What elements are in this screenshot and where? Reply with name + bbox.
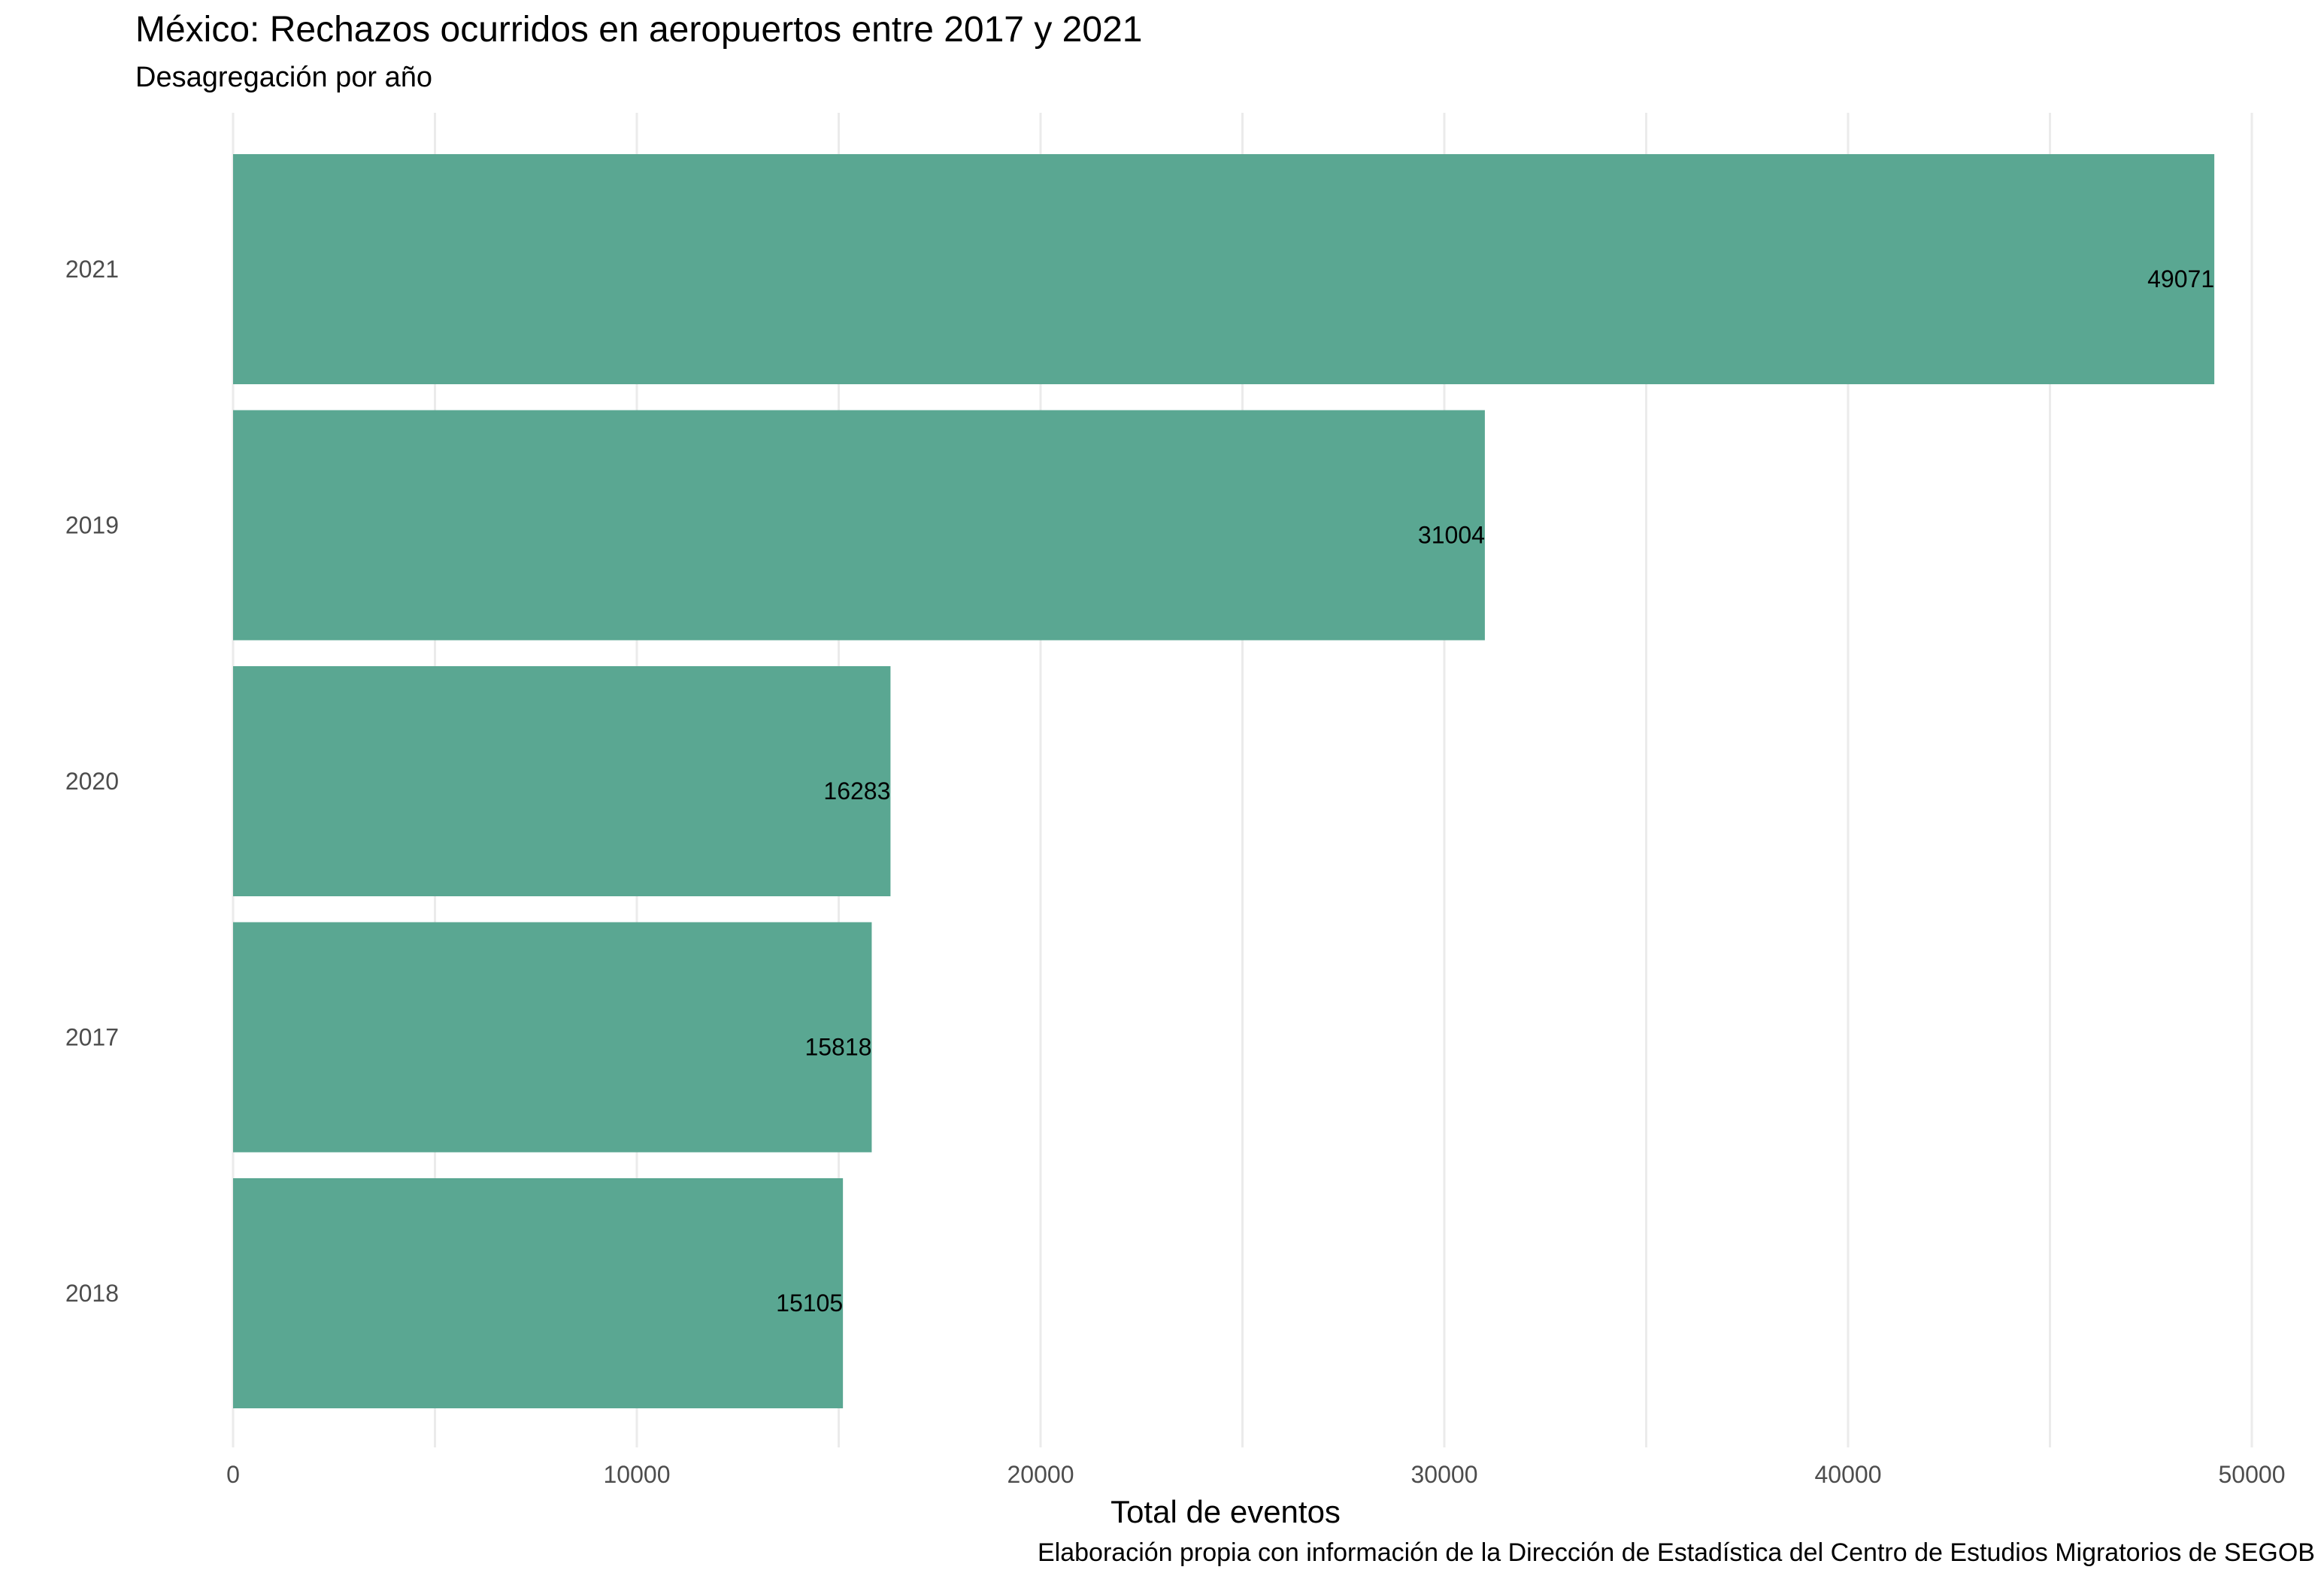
x-tick-label: 40000 — [1815, 1461, 1882, 1488]
y-tick-labels: 2021 2019 2020 2017 2018 — [65, 256, 119, 1307]
chart-title: México: Rechazos ocurridos en aeropuerto… — [135, 10, 1143, 50]
data-label-2019: 31004 — [1418, 522, 1485, 549]
data-label-2017: 15818 — [804, 1034, 871, 1061]
y-tick-label-2021: 2021 — [65, 256, 119, 283]
x-tick-label: 10000 — [604, 1461, 671, 1488]
data-label-2018: 15105 — [776, 1290, 843, 1317]
data-labels: 49071 31004 16283 15818 15105 — [776, 265, 2214, 1317]
x-tick-label: 50000 — [2219, 1461, 2286, 1488]
bar-2019 — [233, 410, 1485, 641]
x-tick-label: 30000 — [1411, 1461, 1478, 1488]
bars — [233, 154, 2215, 1408]
y-tick-label-2017: 2017 — [65, 1024, 119, 1051]
x-tick-label: 20000 — [1007, 1461, 1074, 1488]
chart-caption: Elaboración propia con información de la… — [1038, 1538, 2315, 1567]
data-label-2020: 16283 — [823, 777, 890, 805]
x-tick-labels: 0 10000 20000 30000 40000 50000 — [226, 1461, 2285, 1488]
y-tick-label-2018: 2018 — [65, 1280, 119, 1307]
bar-2018 — [233, 1178, 844, 1408]
bar-2017 — [233, 922, 872, 1153]
bar-2020 — [233, 666, 891, 896]
x-tick-label: 0 — [226, 1461, 240, 1488]
data-label-2021: 49071 — [2147, 265, 2214, 292]
chart-subtitle: Desagregación por año — [135, 62, 433, 93]
x-axis-title: Total de eventos — [1110, 1494, 1341, 1529]
y-tick-label-2020: 2020 — [65, 768, 119, 795]
y-tick-label-2019: 2019 — [65, 512, 119, 539]
bar-2021 — [233, 154, 2215, 384]
